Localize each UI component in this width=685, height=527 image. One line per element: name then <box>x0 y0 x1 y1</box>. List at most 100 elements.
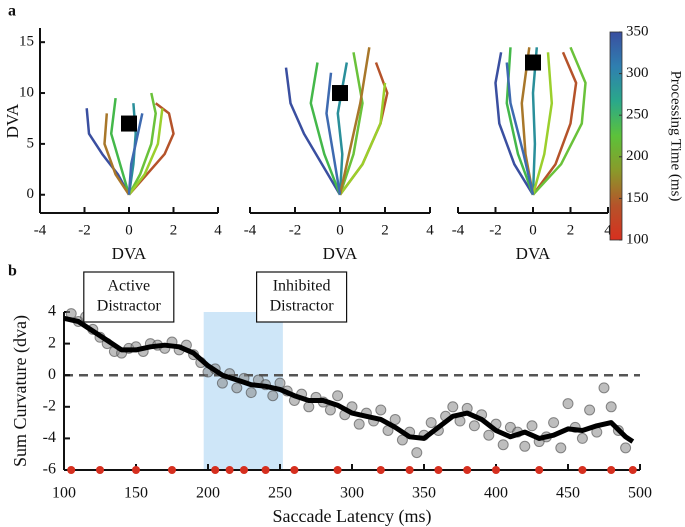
scatter-point <box>353 418 365 430</box>
y-axis-label: Sum Curvature (dva) <box>10 315 31 467</box>
significant-point <box>434 466 443 474</box>
y-tick-label: -4 <box>43 429 56 446</box>
significant-point <box>376 466 385 474</box>
scatter-point <box>468 420 480 432</box>
distractor <box>332 85 348 102</box>
scatter-point <box>526 420 538 432</box>
scatter-point <box>519 440 531 452</box>
significant-point <box>578 466 587 474</box>
distractor <box>525 54 541 71</box>
annotation-text: Inhibited <box>273 278 331 295</box>
x-tick-label: 2 <box>381 222 389 238</box>
y-tick-label: 10 <box>19 84 34 100</box>
annotation-text: Distractor <box>97 298 162 315</box>
x-tick-label: -2 <box>489 222 502 238</box>
x-tick-label: 150 <box>124 485 148 502</box>
x-tick-label: 2 <box>567 222 575 238</box>
x-tick-label: 500 <box>628 485 652 502</box>
x-axis-label: DVA <box>516 244 551 263</box>
scatter-point <box>267 390 279 402</box>
trajectory <box>338 52 364 196</box>
colorbar-tick-label: 250 <box>626 107 649 123</box>
scatter-point <box>605 401 617 413</box>
y-tick-label: 2 <box>48 334 56 351</box>
colorbar-tick-label: 350 <box>626 23 649 39</box>
x-tick-label: 300 <box>340 485 364 502</box>
x-tick-label: 0 <box>125 222 133 238</box>
significant-point <box>492 466 500 474</box>
distractor <box>121 115 137 132</box>
scatter-point <box>245 387 257 399</box>
trajectory <box>338 82 387 196</box>
y-tick-label: 0 <box>27 186 35 202</box>
x-tick-label: 4 <box>426 222 434 238</box>
scatter-point <box>411 447 423 459</box>
x-tick-label: 2 <box>170 222 178 238</box>
scatter-point <box>231 382 243 394</box>
annotation-text: Active <box>107 278 150 295</box>
y-tick-label: 4 <box>48 303 56 320</box>
scatter-point <box>548 417 560 429</box>
x-tick-label: 4 <box>604 222 612 238</box>
trajectory <box>127 92 157 196</box>
significant-point <box>168 466 176 474</box>
y-tick-label: 5 <box>27 135 35 151</box>
scatter-point <box>497 439 509 451</box>
colorbar-tick-label: 300 <box>626 65 649 81</box>
significant-point <box>463 466 472 474</box>
colorbar-label: Processing Time (ms) <box>668 71 684 202</box>
x-tick-label: 100 <box>52 485 76 502</box>
significant-point <box>290 466 299 474</box>
significant-point <box>211 466 220 474</box>
shaded-region <box>203 312 283 470</box>
scatter-point <box>598 382 610 394</box>
x-axis-label: DVA <box>323 244 358 263</box>
trajectory <box>325 72 342 195</box>
x-tick-label: 350 <box>412 485 436 502</box>
significant-point <box>132 466 140 474</box>
significant-point <box>333 466 342 474</box>
scatter-point <box>620 442 632 454</box>
x-axis-label: Saccade Latency (ms) <box>273 506 432 527</box>
significant-point <box>628 466 637 474</box>
x-axis-label: DVA <box>112 244 147 263</box>
trajectory <box>338 47 371 195</box>
significant-point <box>261 466 270 474</box>
x-tick-label: 200 <box>196 485 220 502</box>
y-axis-label: DVA <box>3 103 22 138</box>
scatter-point <box>389 413 401 425</box>
annotation-text: Distractor <box>270 298 335 315</box>
x-tick-label: -2 <box>78 222 91 238</box>
scatter-point <box>447 401 459 413</box>
x-tick-label: -2 <box>289 222 302 238</box>
x-tick-label: -4 <box>34 222 47 238</box>
significant-point <box>405 466 414 474</box>
significant-point <box>535 466 544 474</box>
trajectory <box>85 108 131 196</box>
trajectory <box>505 62 535 195</box>
y-tick-label: 0 <box>48 366 56 383</box>
colorbar-tick-label: 150 <box>626 190 649 206</box>
trajectory <box>128 102 175 196</box>
trajectory <box>532 46 587 196</box>
x-tick-label: 400 <box>484 485 508 502</box>
x-tick-label: 250 <box>268 485 292 502</box>
annotation-box <box>83 271 175 323</box>
significant-point <box>225 466 234 474</box>
panel-label: a <box>8 3 16 20</box>
smooth-line <box>63 315 635 444</box>
scatter-point <box>483 429 495 441</box>
significant-point <box>607 466 616 474</box>
trajectory <box>531 52 554 196</box>
trajectory <box>494 52 535 196</box>
significant-point <box>240 466 248 474</box>
scatter-point <box>375 404 387 416</box>
scatter-point <box>332 390 344 402</box>
trajectory <box>284 67 342 196</box>
trajectory <box>128 108 164 196</box>
scatter-point <box>576 432 588 444</box>
trajectory <box>127 113 144 195</box>
colorbar <box>609 31 623 241</box>
trajectory <box>103 113 131 196</box>
